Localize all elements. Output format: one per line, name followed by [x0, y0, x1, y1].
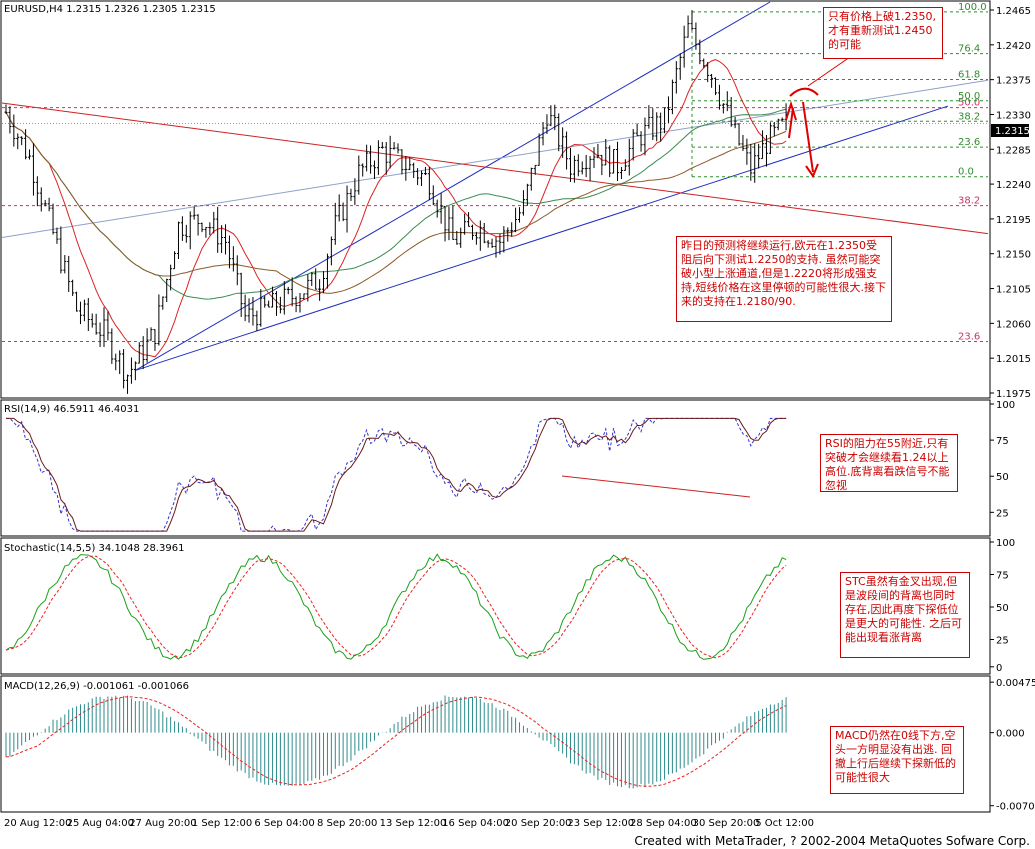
- note-stoch: STC虽然有金叉出现,但是波段间的背离也同时存在,因此再度下探低位是更大的可能性…: [840, 572, 970, 658]
- annotation-arrow-up: [788, 107, 794, 139]
- fibo-right-label-5: 23.6: [958, 137, 980, 148]
- x-axis-label: 28 Sep 04:00: [630, 818, 697, 829]
- current-price-tag: [991, 124, 1029, 137]
- stoch-y-tick-label: 100: [996, 538, 1015, 549]
- stoch-y-tick-label: 25: [996, 636, 1009, 647]
- stoch-y-tick-label: 0: [996, 663, 1002, 674]
- macd-y-tick-label: 0.00475: [996, 678, 1035, 689]
- x-axis-label: 13 Sep 12:00: [380, 818, 447, 829]
- macd-pane: [0, 675, 991, 813]
- channel-mid-line: [1, 79, 989, 238]
- rsi-pane-title: RSI(14,9) 46.5911 46.4031: [4, 404, 139, 415]
- fibo-right-label-1: 76.4: [958, 44, 980, 55]
- fibo-left-label-0: 50.0: [958, 98, 980, 109]
- stoch-signal-line: [5, 555, 787, 659]
- fibo-right-label-3: 50.0: [958, 91, 980, 102]
- rsi-y-tick-label: 75: [996, 436, 1009, 447]
- x-axis-label: 5 Oct 12:00: [755, 818, 814, 829]
- channel-lower-line: [135, 105, 949, 371]
- main-pane: [0, 0, 991, 399]
- main-y-tick-label: 1.2195: [996, 215, 1031, 226]
- main-y-tick-label: 1.2240: [996, 180, 1031, 191]
- candles-group: [4, 10, 788, 394]
- ma-mid-line: [5, 108, 787, 300]
- main-y-tick-label: 1.2150: [996, 250, 1031, 261]
- note-macd: MACD仍然在0线下方,空头一方明显没有出逃. 回撤上行后继续下探新低的可能性很…: [830, 726, 964, 794]
- note-rsi: RSI的阻力在55附近,只有突破才会继续看1.24以上高位.底背离看跌信号不能忽…: [820, 434, 958, 492]
- main-y-tick-label: 1.2420: [996, 41, 1031, 52]
- annotation-arc: [789, 87, 819, 97]
- annotation-arrow-down-head: [805, 163, 819, 179]
- macd-histogram-group: [5, 695, 787, 789]
- macd-signal-line: [5, 696, 787, 787]
- main-y-tick-label: 1.2015: [996, 354, 1031, 365]
- stoch-pane: [0, 537, 991, 675]
- fibo-right-label-0: 100.0: [958, 2, 987, 13]
- stoch-main-line: [5, 553, 787, 660]
- annotation-pointer: [807, 56, 851, 87]
- main-y-tick-label: 1.2465: [996, 6, 1031, 17]
- note-main-top: 只有价格上破1.2350,才有重新测试1.2450的可能: [823, 7, 943, 59]
- x-axis-label: 23 Sep 12:00: [567, 818, 634, 829]
- stoch-y-tick-label: 75: [996, 571, 1009, 582]
- main-y-tick-label: 1.2105: [996, 285, 1031, 296]
- rsi-divergence-line: [561, 475, 751, 498]
- rsi-main-line: [6, 417, 787, 532]
- rsi-pane: [0, 399, 991, 537]
- x-axis-label: 1 Sep 12:00: [192, 818, 252, 829]
- macd-y-tick-label: -0.0070: [996, 802, 1035, 813]
- pane-frames: [0, 0, 991, 813]
- fibo-right-label-6: 0.0: [958, 167, 974, 178]
- x-axis-label: 6 Sep 04:00: [254, 818, 314, 829]
- rsi-y-tick-label: 50: [996, 472, 1009, 483]
- main-y-tick-label: 1.2060: [996, 319, 1031, 330]
- rsi-y-tick-label: 25: [996, 508, 1009, 519]
- main-y-tick-label: 1.2375: [996, 76, 1031, 87]
- stoch-y-tick-label: 50: [996, 603, 1009, 614]
- x-axis-label: 20 Aug 12:00: [4, 818, 71, 829]
- channel-upper-line: [135, 1, 771, 371]
- downtrend-line: [1, 102, 989, 235]
- x-axis-label: 30 Sep 20:00: [693, 818, 760, 829]
- current-price-label: 1.2315: [995, 126, 1030, 137]
- annotation-arrow-down: [802, 101, 814, 173]
- annotation-arrow-up-head: [785, 100, 797, 121]
- macd-y-tick-label: 0.000: [996, 729, 1025, 740]
- x-axis-label: 25 Aug 04:00: [67, 818, 134, 829]
- main-y-tick-label: 1.2285: [996, 145, 1031, 156]
- fibo-left-label-2: 23.6: [958, 332, 980, 343]
- x-axis-label: 16 Sep 04:00: [442, 818, 509, 829]
- fibo-right-label-4: 38.2: [958, 111, 980, 122]
- ma-fast-line: [5, 59, 787, 358]
- note-main-mid: 昨日的预测将继续运行,欧元在1.2350受阻后向下测试1.2250的支持. 虽然…: [676, 236, 892, 322]
- stoch-pane-title: Stochastic(14,5,5) 34.1048 28.3961: [4, 543, 184, 554]
- rsi-y-tick-label: 100: [996, 400, 1015, 411]
- x-axis-label: 8 Sep 20:00: [317, 818, 377, 829]
- x-axis-label: 27 Aug 20:00: [129, 818, 196, 829]
- main-y-tick-label: 1.1975: [996, 389, 1031, 400]
- main-y-tick-label: 1.2330: [996, 110, 1031, 121]
- footer-credit: Created with MetaTrader, ? 2002-2004 Met…: [634, 834, 1030, 848]
- rsi-signal-line: [6, 417, 787, 532]
- fibo-right-label-2: 61.8: [958, 69, 980, 80]
- ma-slow-line: [5, 112, 787, 294]
- macd-pane-title: MACD(12,26,9) -0.001061 -0.001066: [4, 681, 189, 692]
- fibo-left-label-1: 38.2: [958, 196, 980, 207]
- x-axis-label: 20 Sep 20:00: [505, 818, 572, 829]
- main-pane-title: EURUSD,H4 1.2315 1.2326 1.2305 1.2315: [4, 4, 216, 15]
